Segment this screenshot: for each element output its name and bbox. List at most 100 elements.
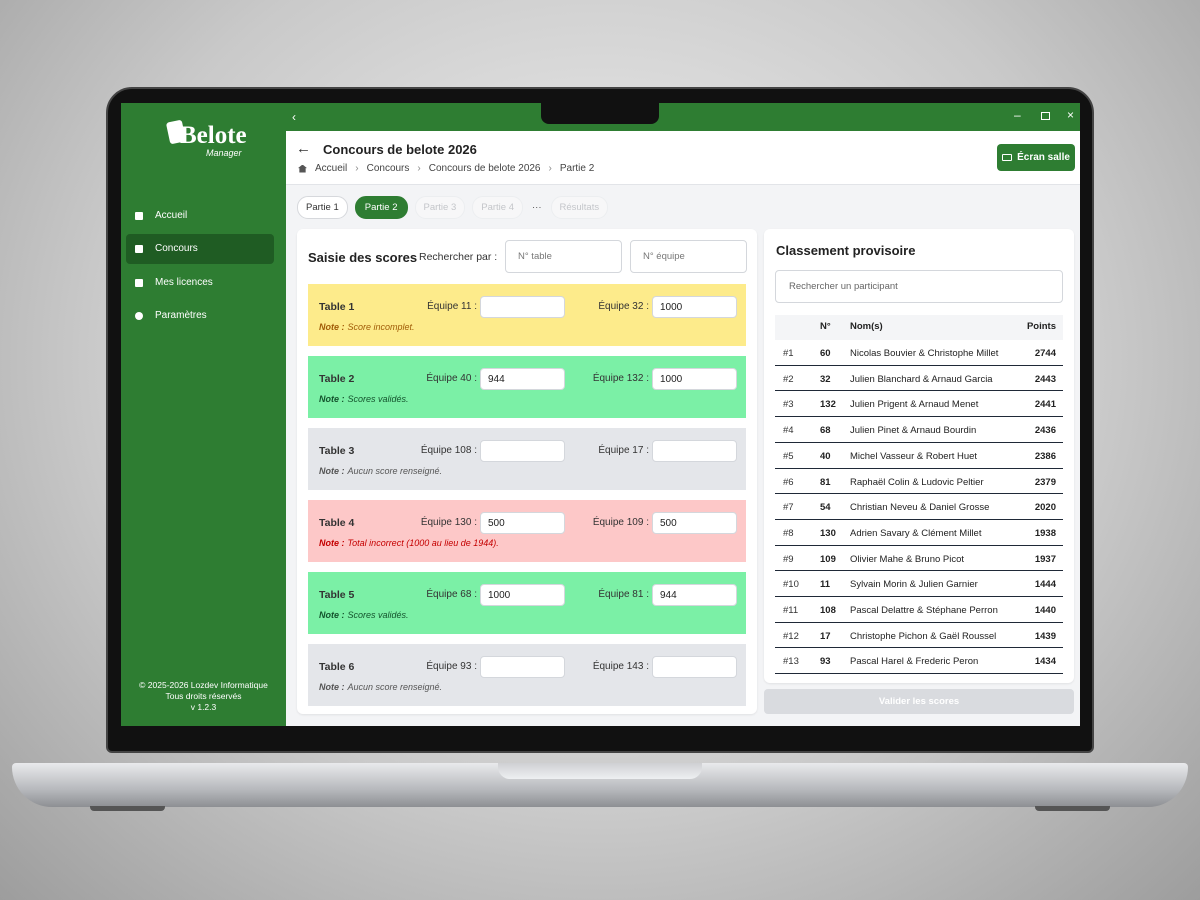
row-border — [775, 390, 1063, 392]
score-input[interactable]: 500 — [480, 512, 565, 534]
header-bg — [286, 131, 1080, 185]
rank: #7 — [783, 502, 794, 514]
score-value: 944 — [488, 373, 505, 385]
screen-button[interactable]: Écran salle — [997, 144, 1075, 171]
row-border — [775, 570, 1063, 572]
breadcrumb-item[interactable]: Concours de belote 2026 — [428, 163, 541, 174]
points: 2443 — [1034, 373, 1056, 385]
row-border — [775, 493, 1063, 495]
score-input[interactable] — [652, 440, 737, 462]
tab[interactable]: ··· — [532, 202, 542, 213]
team-names: Christophe Pichon & Gaël Roussel — [850, 630, 997, 642]
team-label: Équipe 108 : — [420, 445, 477, 456]
team-names: Nicolas Bouvier & Christophe Millet — [850, 348, 999, 359]
score-input[interactable] — [480, 296, 565, 318]
team-label: Équipe 32 : — [598, 301, 649, 312]
ranking-panel — [764, 229, 1074, 683]
rank: #11 — [783, 605, 799, 616]
points: 1434 — [1034, 656, 1056, 668]
row-border — [775, 416, 1063, 418]
laptop-foot — [90, 806, 165, 811]
window-minimize[interactable]: – — [1014, 108, 1021, 122]
ranking-title: Classement provisoire — [776, 243, 916, 258]
rank: #4 — [783, 425, 794, 437]
note-label: Note : — [319, 466, 345, 476]
breadcrumb-item[interactable]: Partie 2 — [559, 163, 595, 174]
camera-notch — [541, 103, 659, 124]
team-number: 32 — [820, 373, 831, 385]
breadcrumb-item[interactable]: Concours — [366, 163, 410, 174]
note-label: Note : — [319, 538, 345, 548]
score-value: 1000 — [660, 373, 683, 385]
tab[interactable]: Résultats — [550, 196, 609, 219]
team-names: Julien Blanchard & Arnaud Garcia — [850, 373, 993, 385]
table-label: Table 5 — [319, 589, 355, 601]
scores-title: Saisie des scores — [308, 250, 418, 265]
team-number: 132 — [820, 399, 836, 411]
score-value: 500 — [660, 517, 677, 529]
note-text: Total incorrect (1000 au lieu de 1944). — [347, 538, 499, 548]
search-input[interactable]: N° équipe — [630, 240, 747, 273]
window-close[interactable]: × — [1067, 108, 1075, 122]
team-number: 93 — [820, 656, 831, 668]
footer-line: Tous droits réservés — [165, 691, 242, 701]
score-input[interactable]: 944 — [652, 584, 737, 606]
nav-item[interactable]: Concours — [155, 243, 198, 254]
ranking-search[interactable]: Rechercher un participant — [775, 270, 1063, 303]
table-label: Table 3 — [319, 445, 355, 457]
back-chevron[interactable]: ‹ — [292, 110, 296, 124]
note: Note : Scores validés. — [319, 610, 409, 620]
footer-line: © 2025-2026 Lozdev Informatique — [139, 680, 268, 690]
note-label: Note : — [319, 322, 345, 332]
score-input[interactable] — [480, 656, 565, 678]
nav-icon — [135, 279, 143, 287]
score-input[interactable] — [652, 656, 737, 678]
score-input[interactable]: 1000 — [480, 584, 565, 606]
breadcrumb-item[interactable]: Accueil — [315, 163, 348, 174]
score-input[interactable] — [480, 440, 565, 462]
row-border — [775, 518, 1063, 520]
tab[interactable]: Partie 3 — [414, 196, 466, 219]
score-input[interactable]: 1000 — [652, 368, 737, 390]
search-input[interactable]: N° table — [505, 240, 622, 273]
points: 1440 — [1034, 605, 1056, 616]
team-names: Pascal Delattre & Stéphane Perron — [850, 605, 998, 616]
points: 2020 — [1034, 502, 1056, 514]
nav-icon — [135, 212, 143, 220]
table-label: Table 2 — [319, 373, 355, 385]
laptop-notch-cut — [498, 763, 702, 779]
note: Note : Aucun score renseigné. — [319, 466, 442, 476]
nav-item[interactable]: Paramètres — [155, 310, 207, 321]
team-names: Sylvain Morin & Julien Garnier — [850, 579, 978, 591]
column-header: Points — [1026, 321, 1056, 332]
row-border — [775, 441, 1063, 443]
nav-active-bg — [126, 234, 274, 264]
row-border — [775, 621, 1063, 623]
score-input[interactable]: 500 — [652, 512, 737, 534]
team-number: 54 — [820, 502, 831, 514]
tab[interactable]: Partie 1 — [297, 196, 348, 219]
score-input[interactable]: 1000 — [652, 296, 737, 318]
back-arrow[interactable]: ← — [296, 140, 311, 157]
team-label: Équipe 11 : — [427, 301, 477, 312]
note-label: Note : — [319, 682, 345, 692]
nav-item[interactable]: Accueil — [155, 210, 188, 221]
tabs: Partie 1 Partie 2 Partie 3 Partie 4 ··· Résul… — [297, 196, 609, 219]
window-maximize[interactable] — [1041, 112, 1050, 120]
nav-item[interactable]: Mes licences — [155, 277, 213, 288]
tab[interactable]: Partie 4 — [472, 196, 523, 219]
score-value: 1000 — [660, 301, 683, 313]
search-label: Rechercher par : — [419, 251, 498, 263]
column-header: N° — [820, 321, 831, 332]
placeholder: Rechercher un participant — [789, 281, 898, 292]
rank: #2 — [783, 373, 794, 385]
rank: #10 — [783, 579, 799, 591]
breadcrumb-separator: › — [355, 163, 359, 174]
score-input[interactable]: 944 — [480, 368, 565, 390]
tab[interactable]: Partie 2 — [354, 196, 408, 219]
note-label: Note : — [319, 610, 345, 620]
logo-subtitle: Manager — [206, 148, 242, 158]
placeholder: N° équipe — [643, 251, 685, 262]
note-text: Aucun score renseigné. — [347, 466, 443, 476]
validate-button[interactable]: Valider les scores — [764, 689, 1074, 714]
